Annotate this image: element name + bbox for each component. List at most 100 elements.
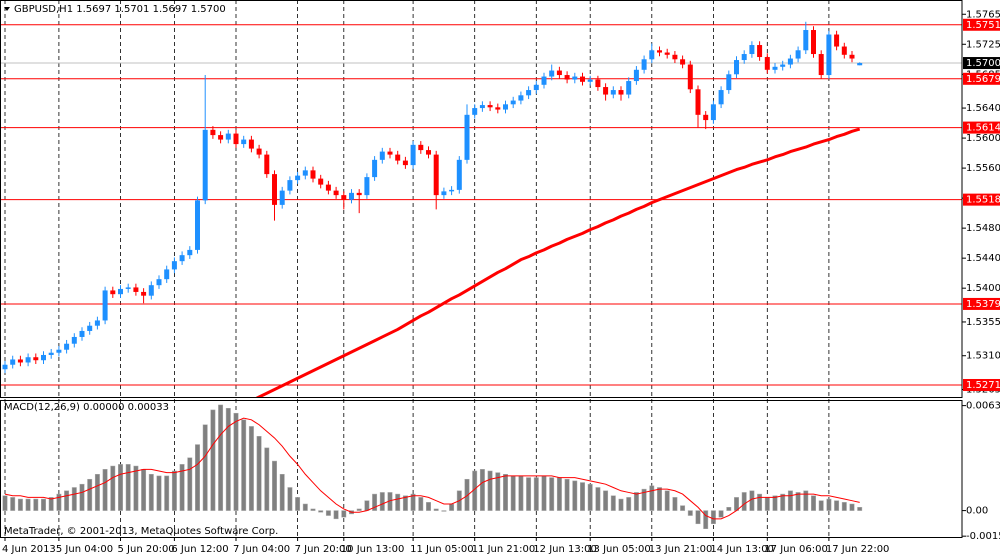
candle-body xyxy=(580,76,585,82)
candle-body xyxy=(672,54,678,60)
candle-body xyxy=(603,87,609,95)
x-tick-label: 13 Jun 21:00 xyxy=(649,544,713,555)
histogram-bar xyxy=(564,478,570,511)
histogram-bar xyxy=(649,485,655,511)
histogram-bar xyxy=(41,498,46,511)
histogram-bar xyxy=(418,497,424,511)
histogram-bar xyxy=(102,469,108,511)
histogram-bar xyxy=(857,507,863,511)
histogram-bar xyxy=(48,497,54,511)
level-label: 1.5518 xyxy=(966,195,1000,206)
histogram-bar xyxy=(510,475,516,511)
chart-title: GBPUSD,H1 1.5697 1.5701 1.5697 1.5700 xyxy=(14,4,226,15)
candle-body xyxy=(387,151,393,155)
x-tick-label: 7 Jun 20:00 xyxy=(295,544,352,555)
candle-body xyxy=(564,75,570,80)
candle-body xyxy=(680,59,686,65)
candle-body xyxy=(495,107,501,110)
y-tick-label: 1.5355 xyxy=(966,317,1000,328)
candle-body xyxy=(102,290,108,321)
histogram-bar xyxy=(495,472,501,511)
current-price-box xyxy=(963,57,1000,70)
level-label-box xyxy=(963,72,1000,85)
histogram-bar xyxy=(256,436,262,511)
candle-body xyxy=(849,54,855,59)
candle-body xyxy=(210,129,216,136)
level-label: 1.5679 xyxy=(966,74,1000,85)
candle-body xyxy=(695,89,701,115)
x-tick-label: 17 Jun 06:00 xyxy=(764,544,828,555)
histogram-bar xyxy=(279,474,285,511)
candle-body xyxy=(141,291,147,296)
candle-body xyxy=(125,287,131,289)
histogram-bar xyxy=(333,510,339,520)
candle-body xyxy=(164,269,170,280)
level-label: 1.5614 xyxy=(966,123,1000,134)
histogram-bar xyxy=(164,475,170,511)
x-tick-label: 13 Jun 05:00 xyxy=(587,544,651,555)
candle-body xyxy=(834,34,840,47)
histogram-bar xyxy=(787,490,793,511)
candle-body xyxy=(572,76,578,80)
histogram-bar xyxy=(133,465,139,511)
histogram-bar xyxy=(549,477,555,511)
histogram-bar xyxy=(233,412,239,511)
menu-triangle[interactable] xyxy=(4,7,10,11)
x-tick-label: 11 Jun 21:00 xyxy=(472,544,536,555)
candle-body xyxy=(526,90,532,96)
candle-body xyxy=(741,54,747,61)
candle-body xyxy=(302,170,308,176)
candle-body xyxy=(48,352,54,355)
candle-body xyxy=(356,192,362,196)
level-label: 1.5751 xyxy=(966,20,1000,31)
histogram-bar xyxy=(849,503,855,511)
y-tick-label: -0.00155 xyxy=(966,531,1000,542)
histogram-bar xyxy=(518,475,524,511)
histogram-bar xyxy=(25,498,31,511)
candle-body xyxy=(757,45,763,58)
candle-body xyxy=(41,354,46,361)
candle-body xyxy=(410,144,416,166)
histogram-bar xyxy=(364,500,370,511)
candle-body xyxy=(318,178,324,185)
histogram-bar xyxy=(171,470,177,511)
price-frame xyxy=(0,0,963,398)
histogram-bar xyxy=(580,482,585,511)
candle-body xyxy=(549,70,555,77)
histogram-bar xyxy=(441,510,447,512)
candle-body xyxy=(649,50,655,60)
histogram-bar xyxy=(402,495,408,511)
histogram-bar xyxy=(141,469,147,511)
histogram-bar xyxy=(148,474,154,511)
histogram-bar xyxy=(587,483,593,511)
histogram-bar xyxy=(449,503,455,511)
candle-body xyxy=(687,64,693,90)
histogram-bar xyxy=(426,502,431,511)
candle-body xyxy=(857,63,863,66)
y-tick-label: 0.00636 xyxy=(966,401,1000,412)
candle-body xyxy=(402,160,408,166)
histogram-bar xyxy=(225,408,231,511)
candle-body xyxy=(518,95,524,101)
histogram-bar xyxy=(533,477,539,511)
histogram-bar xyxy=(195,444,200,511)
axis-layer: 1.57651.57251.56851.56401.56001.55601.55… xyxy=(2,9,1000,555)
histogram-bar xyxy=(318,510,324,513)
candle-body xyxy=(472,108,478,115)
histogram-bar xyxy=(56,493,62,511)
candle-body xyxy=(441,191,447,196)
candle-body xyxy=(657,50,662,53)
histogram-bar xyxy=(2,495,8,511)
candle-body xyxy=(479,105,485,109)
histogram-bar xyxy=(718,510,724,518)
histogram-bar xyxy=(687,510,693,516)
candle-body xyxy=(10,359,16,365)
histogram-bar xyxy=(464,478,470,511)
candle-body xyxy=(364,177,370,196)
level-label-box xyxy=(963,18,1000,31)
candle-body xyxy=(325,184,331,191)
histogram-bar xyxy=(79,483,85,511)
candle-body xyxy=(195,200,200,250)
y-tick-label: 1.5765 xyxy=(966,9,1000,20)
candle-body xyxy=(626,81,632,95)
